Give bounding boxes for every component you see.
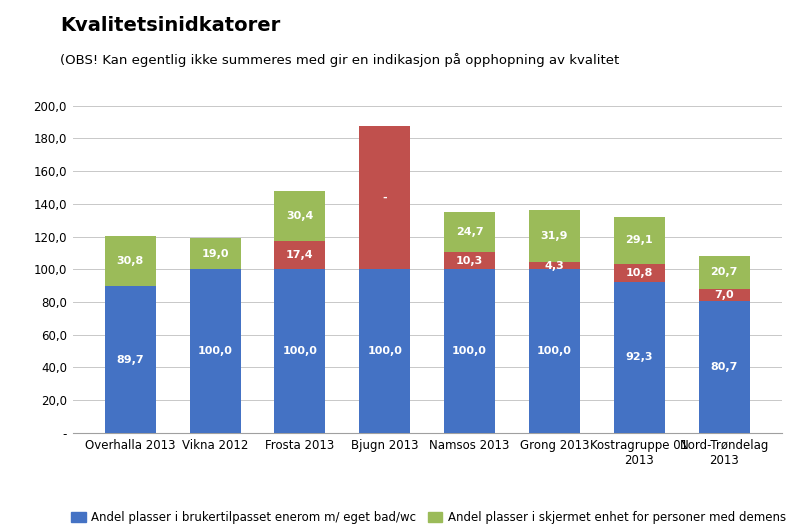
- Text: 100,0: 100,0: [368, 346, 402, 356]
- Bar: [614, 282, 665, 433]
- Bar: [189, 269, 240, 433]
- Bar: [699, 301, 750, 433]
- Bar: [614, 216, 665, 264]
- Text: 10,8: 10,8: [625, 268, 653, 278]
- Bar: [105, 286, 156, 433]
- Legend: Andel plasser i brukertilpasset enerom m/ eget bad/wc, Andel plasser avsatt til : Andel plasser i brukertilpasset enerom m…: [72, 511, 787, 528]
- Bar: [529, 210, 580, 262]
- Bar: [699, 256, 750, 289]
- Text: Kvalitetsinidkatorer: Kvalitetsinidkatorer: [60, 16, 280, 35]
- Text: 30,8: 30,8: [117, 256, 143, 266]
- Bar: [105, 235, 156, 286]
- Bar: [275, 241, 326, 269]
- Bar: [529, 269, 580, 433]
- Text: 7,0: 7,0: [714, 290, 734, 300]
- Text: 20,7: 20,7: [710, 268, 737, 278]
- Text: 31,9: 31,9: [541, 231, 568, 241]
- Text: 100,0: 100,0: [197, 346, 232, 356]
- Text: 19,0: 19,0: [202, 249, 229, 259]
- Text: 30,4: 30,4: [286, 211, 314, 221]
- Text: 100,0: 100,0: [452, 346, 487, 356]
- Bar: [614, 264, 665, 282]
- Bar: [359, 269, 410, 433]
- Text: 89,7: 89,7: [116, 354, 144, 364]
- Text: 92,3: 92,3: [625, 352, 653, 362]
- Bar: [444, 212, 495, 252]
- Bar: [275, 269, 326, 433]
- Text: (OBS! Kan egentlig ikke summeres med gir en indikasjon på opphopning av kvalitet: (OBS! Kan egentlig ikke summeres med gir…: [60, 53, 620, 67]
- Bar: [529, 262, 580, 269]
- Text: 100,0: 100,0: [282, 346, 318, 356]
- Text: -: -: [382, 193, 387, 203]
- Text: 100,0: 100,0: [537, 346, 572, 356]
- Text: 4,3: 4,3: [545, 261, 564, 271]
- Text: 29,1: 29,1: [625, 235, 653, 246]
- Bar: [359, 126, 410, 269]
- Text: 17,4: 17,4: [286, 250, 314, 260]
- Bar: [189, 238, 240, 269]
- Bar: [444, 269, 495, 433]
- Bar: [275, 191, 326, 241]
- Bar: [444, 252, 495, 269]
- Text: 80,7: 80,7: [710, 362, 737, 372]
- Text: 24,7: 24,7: [455, 227, 484, 237]
- Bar: [699, 289, 750, 301]
- Text: 10,3: 10,3: [456, 256, 484, 266]
